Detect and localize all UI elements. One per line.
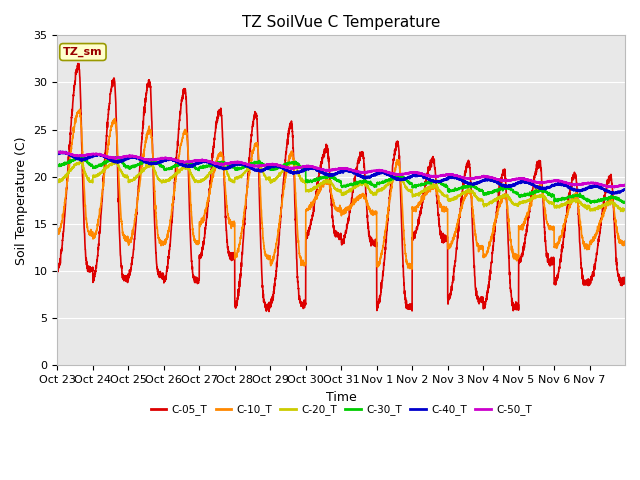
C-40_T bbox=[54, 151, 61, 157]
Legend: C-05_T, C-10_T, C-20_T, C-30_T, C-40_T, C-50_T: C-05_T, C-10_T, C-20_T, C-30_T, C-40_T, … bbox=[147, 400, 536, 420]
C-05_T bbox=[54, 264, 61, 269]
C-20_T bbox=[111, 158, 118, 164]
C-05_T bbox=[621, 278, 629, 284]
C-50_T bbox=[54, 149, 61, 155]
C-20_T bbox=[152, 168, 159, 174]
C-40_T bbox=[473, 180, 481, 186]
Line: C-30_T: C-30_T bbox=[58, 156, 625, 203]
C-50_T bbox=[152, 156, 159, 162]
C-50_T bbox=[490, 175, 497, 181]
C-10_T bbox=[621, 239, 629, 244]
C-10_T bbox=[474, 242, 481, 248]
C-30_T bbox=[421, 180, 429, 186]
Line: C-50_T: C-50_T bbox=[58, 152, 625, 187]
C-30_T bbox=[473, 186, 481, 192]
C-05_T bbox=[474, 295, 481, 300]
C-20_T bbox=[421, 187, 429, 193]
C-20_T bbox=[498, 193, 506, 199]
C-40_T bbox=[57, 148, 65, 154]
C-10_T bbox=[499, 197, 506, 203]
Line: C-40_T: C-40_T bbox=[58, 151, 625, 194]
C-50_T bbox=[498, 178, 506, 183]
C-20_T bbox=[490, 199, 497, 204]
C-20_T bbox=[432, 183, 440, 189]
C-40_T bbox=[621, 186, 629, 192]
C-30_T bbox=[498, 185, 506, 191]
Line: C-20_T: C-20_T bbox=[58, 161, 625, 212]
C-10_T bbox=[152, 203, 159, 209]
C-40_T bbox=[421, 174, 429, 180]
C-10_T bbox=[54, 228, 61, 234]
C-30_T bbox=[54, 163, 61, 168]
C-50_T bbox=[421, 172, 429, 178]
C-10_T bbox=[421, 192, 429, 197]
C-05_T bbox=[490, 235, 497, 240]
C-30_T bbox=[620, 200, 627, 206]
X-axis label: Time: Time bbox=[326, 391, 356, 404]
C-50_T bbox=[611, 184, 618, 190]
C-50_T bbox=[56, 149, 63, 155]
C-50_T bbox=[621, 182, 629, 188]
Line: C-05_T: C-05_T bbox=[58, 63, 625, 312]
Title: TZ SoilVue C Temperature: TZ SoilVue C Temperature bbox=[242, 15, 440, 30]
C-20_T bbox=[621, 206, 629, 212]
C-10_T bbox=[408, 266, 415, 272]
C-40_T bbox=[490, 179, 497, 185]
C-20_T bbox=[473, 194, 481, 200]
C-05_T bbox=[421, 186, 429, 192]
C-30_T bbox=[152, 159, 159, 165]
C-40_T bbox=[608, 191, 616, 197]
Y-axis label: Soil Temperature (C): Soil Temperature (C) bbox=[15, 136, 28, 264]
C-30_T bbox=[432, 178, 440, 184]
C-10_T bbox=[76, 107, 83, 112]
Line: C-10_T: C-10_T bbox=[58, 109, 625, 269]
C-40_T bbox=[432, 179, 440, 184]
C-50_T bbox=[473, 174, 481, 180]
C-10_T bbox=[490, 225, 497, 231]
C-05_T bbox=[499, 172, 506, 178]
C-20_T bbox=[54, 179, 61, 185]
C-40_T bbox=[152, 160, 159, 166]
C-05_T bbox=[74, 60, 82, 66]
Text: TZ_sm: TZ_sm bbox=[63, 47, 102, 57]
C-20_T bbox=[620, 209, 627, 215]
C-10_T bbox=[433, 188, 440, 193]
C-05_T bbox=[152, 236, 159, 242]
C-05_T bbox=[265, 309, 273, 314]
C-05_T bbox=[433, 182, 440, 188]
C-40_T bbox=[498, 181, 506, 187]
C-30_T bbox=[79, 154, 86, 159]
C-30_T bbox=[621, 200, 629, 205]
C-30_T bbox=[490, 188, 497, 193]
C-50_T bbox=[432, 173, 440, 179]
